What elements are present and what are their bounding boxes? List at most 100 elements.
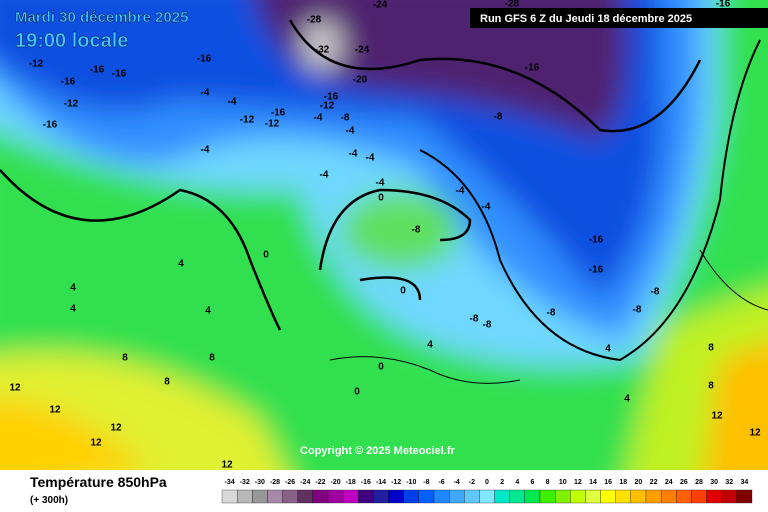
- legend-swatch: [676, 489, 692, 504]
- legend-label: -2: [469, 479, 475, 486]
- contour-label: 0: [263, 250, 269, 261]
- contour-label: -4: [456, 186, 465, 197]
- contour-label: -4: [314, 113, 323, 124]
- contour-label: -8: [633, 305, 642, 316]
- legend-label: -20: [331, 479, 341, 486]
- contour-label: -16: [589, 235, 604, 246]
- contour-label: -16: [525, 63, 540, 74]
- legend-label: 24: [665, 479, 673, 486]
- run-info: Run GFS 6 Z du Jeudi 18 décembre 2025: [480, 13, 692, 25]
- legend-label: -24: [300, 479, 310, 486]
- copyright: Copyright © 2025 Meteociel.fr: [300, 445, 456, 457]
- contour-label: -16: [197, 54, 212, 65]
- contour-label: 4: [178, 259, 184, 270]
- legend-swatch: [554, 489, 571, 504]
- contour-label: -8: [412, 225, 421, 236]
- contour-label: -8: [651, 287, 660, 298]
- legend-swatch: [494, 489, 510, 504]
- legend-title: Température 850hPa: [30, 474, 167, 490]
- legend-swatch: [660, 489, 677, 504]
- legend-label: -16: [361, 479, 371, 486]
- legend-label: 4: [515, 479, 519, 486]
- contour-label: -4: [482, 202, 491, 213]
- legend-label: -18: [346, 479, 356, 486]
- contour-label: 8: [708, 381, 714, 392]
- legend-swatch: [630, 489, 647, 504]
- legend-swatch: [706, 489, 722, 504]
- contour-label: -16: [589, 265, 604, 276]
- legend-label: 22: [650, 479, 658, 486]
- contour-label: 4: [70, 304, 76, 315]
- legend-swatch: [252, 489, 268, 504]
- contour-label: -28: [505, 0, 520, 10]
- legend-label: 34: [741, 479, 749, 486]
- legend-swatch: [388, 489, 404, 504]
- legend-label: 8: [546, 479, 550, 486]
- legend-label: 2: [500, 479, 504, 486]
- contour-label: -16: [90, 65, 105, 76]
- contour-label: -16: [324, 92, 339, 103]
- contour-label: -4: [376, 178, 385, 189]
- contour-label: 0: [378, 193, 384, 204]
- legend-swatch: [403, 489, 420, 504]
- contour-label: -28: [307, 15, 322, 26]
- legend-swatch: [509, 489, 526, 504]
- contour-label: 8: [708, 343, 714, 354]
- legend-label: 6: [530, 479, 534, 486]
- legend-label: -22: [315, 479, 325, 486]
- legend-label: 26: [680, 479, 688, 486]
- contour-label: -16: [271, 108, 286, 119]
- legend-swatch: [418, 489, 435, 504]
- contour-label: -4: [320, 170, 329, 181]
- legend-swatch: [358, 489, 374, 504]
- contour-label: -12: [240, 115, 255, 126]
- contour-label: 4: [427, 340, 433, 351]
- contour-label: -4: [366, 153, 375, 164]
- legend-label: 30: [710, 479, 718, 486]
- contour-label: 4: [624, 394, 630, 405]
- legend-label: -4: [454, 479, 460, 486]
- contour-label: 0: [354, 387, 360, 398]
- contour-label: 8: [209, 353, 215, 364]
- legend-label: -8: [423, 479, 429, 486]
- contour-label: -24: [355, 45, 370, 56]
- contour-label: -12: [64, 99, 79, 110]
- contour-label: -4: [346, 126, 355, 137]
- contour-label: 8: [122, 353, 128, 364]
- legend-swatch: [448, 489, 465, 504]
- contour-label: -4: [349, 149, 358, 160]
- legend-label: 10: [559, 479, 567, 486]
- run-box: [470, 8, 768, 28]
- contour-label: 12: [221, 460, 233, 471]
- legend-label: -34: [225, 479, 235, 486]
- contour-label: -16: [43, 120, 58, 131]
- contour-label: -16: [61, 77, 76, 88]
- legend-swatch: [539, 489, 556, 504]
- date: Mardi 30 décembre 2025: [15, 9, 188, 26]
- legend-swatch: [282, 489, 298, 504]
- legend-swatch: [691, 489, 707, 504]
- time: 19:00 locale: [15, 30, 128, 52]
- contour-label: 12: [9, 383, 21, 394]
- contour-label: -32: [315, 45, 330, 56]
- legend-swatch: [645, 489, 662, 504]
- legend-label: -32: [240, 479, 250, 486]
- contour-label: -8: [483, 320, 492, 331]
- legend-label: -6: [438, 479, 444, 486]
- contour-label: -4: [201, 145, 210, 156]
- legend-swatch: [736, 489, 753, 504]
- contour-label: 8: [164, 377, 170, 388]
- legend-label: 12: [574, 479, 582, 486]
- legend-swatch: [236, 489, 253, 504]
- contour-label: -16: [716, 0, 731, 10]
- legend-label: 14: [589, 479, 597, 486]
- legend-label: 16: [604, 479, 612, 486]
- legend-label: 18: [619, 479, 627, 486]
- legend-label: 28: [695, 479, 703, 486]
- contour-label: -8: [341, 113, 350, 124]
- legend-swatch: [327, 489, 344, 504]
- contour-label: -24: [373, 0, 388, 11]
- contours: [0, 19, 768, 384]
- legend-swatch: [373, 489, 389, 504]
